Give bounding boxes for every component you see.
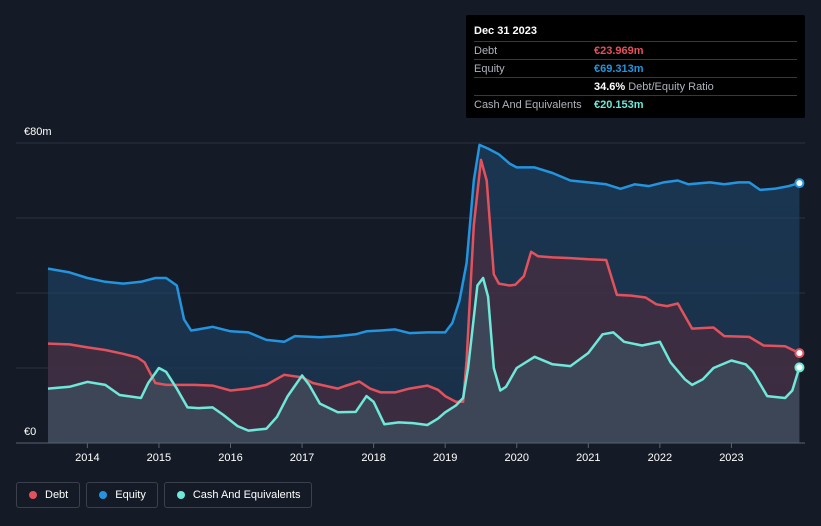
tooltip-row-equity: Equity €69.313m [474,60,797,78]
area-debt [48,159,800,443]
legend-item-cash[interactable]: Cash And Equivalents [163,482,313,508]
x-tick-label: 2023 [719,452,743,464]
legend-dot-icon [176,491,185,499]
legend-dot-icon [99,491,108,499]
end-marker-debt [794,348,805,359]
legend-label: Debt [45,489,69,501]
legend-label: Equity [115,489,146,501]
series-areas [48,144,800,443]
tooltip-panel: Dec 31 2023 Debt €23.969m Equity €69.313… [466,15,805,118]
tooltip-value-debt: €23.969m [594,44,644,57]
tooltip-date: Dec 31 2023 [474,25,797,42]
x-tick-label: 2019 [433,452,457,464]
tooltip-value-equity: €69.313m [594,62,644,75]
line-equity [47,143,800,344]
tooltip-label: Equity [474,62,505,75]
end-marker-cash-and-equivalents [794,362,805,373]
x-tick-label: 2014 [75,452,99,464]
tooltip-row-debt: Debt €23.969m [474,42,797,60]
x-tick-label: 2022 [648,452,672,464]
tooltip-value-cash: €20.153m [594,98,644,111]
series-lines [47,143,801,432]
series-end-markers [794,178,805,373]
legend-item-debt[interactable]: Debt [16,482,81,508]
y-tick-label-zero: €0 [24,426,36,438]
x-tick-label: 2020 [505,452,529,464]
end-marker-equity [794,178,805,189]
x-tick-label: 2018 [361,452,385,464]
line-debt [47,158,800,404]
x-tick-label: 2021 [576,452,600,464]
line-cash-and-equivalents [47,276,801,432]
tooltip-value-ratio: 34.6% [594,80,626,93]
x-tick-label: 2016 [218,452,242,464]
tooltip-ratio-label: Debt/Equity Ratio [628,80,714,93]
chart-legend: Debt Equity Cash And Equivalents [16,482,313,508]
tooltip-label: Cash And Equivalents [474,98,582,111]
legend-item-equity[interactable]: Equity [86,482,158,508]
legend-label: Cash And Equivalents [192,489,301,501]
legend-dot-icon [29,491,37,499]
x-tick-label: 2017 [290,452,314,464]
x-axis-ticks: 2014 2015 2016 2017 2018 2019 2020 2021 2022 2023 [75,443,744,464]
area-cash-and-equivalents [48,278,800,443]
tooltip-row-ratio: 34.6% Debt/Equity Ratio [474,78,797,96]
x-tick-label: 2015 [147,452,171,464]
tooltip-label: Debt [474,44,498,57]
y-tick-label-max: €80m [24,126,52,138]
tooltip-row-cash: Cash And Equivalents €20.153m [474,96,797,113]
